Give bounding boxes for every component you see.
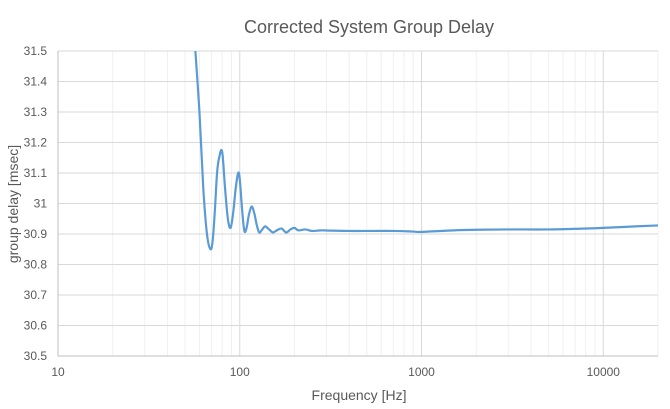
x-tick-label: 1000	[408, 365, 435, 379]
y-tick-label: 30.9	[24, 227, 48, 241]
y-tick-labels: 31.5 31.4 31.3 31.2 31.1 31 30.9 30.8 30.7 30.6 30…	[24, 44, 48, 363]
group-delay-series-line	[194, 51, 658, 251]
y-tick-label: 30.5	[24, 349, 48, 363]
chart-title: Corrected System Group Delay	[244, 17, 494, 37]
x-tick-label: 10000	[587, 365, 621, 379]
grid-layer	[58, 50, 659, 356]
x-tick-label: 10	[51, 365, 65, 379]
y-tick-label: 31	[34, 197, 48, 211]
y-tick-label: 30.7	[24, 288, 48, 302]
y-tick-label: 31.2	[24, 136, 48, 150]
y-tick-label: 31.3	[24, 105, 48, 119]
axis-layer	[57, 51, 658, 357]
x-tick-labels: 10 100 1000 10000	[51, 365, 620, 379]
series-layer	[194, 51, 658, 251]
y-tick-label: 31.4	[24, 75, 48, 89]
y-tick-label: 31.5	[24, 44, 48, 58]
y-tick-label: 30.6	[24, 319, 48, 333]
y-tick-label: 31.1	[24, 166, 48, 180]
x-tick-label: 100	[230, 365, 250, 379]
y-tick-label: 30.8	[24, 258, 48, 272]
x-axis-label: Frequency [Hz]	[312, 387, 407, 403]
y-axis-label: group delay [msec]	[5, 145, 21, 263]
